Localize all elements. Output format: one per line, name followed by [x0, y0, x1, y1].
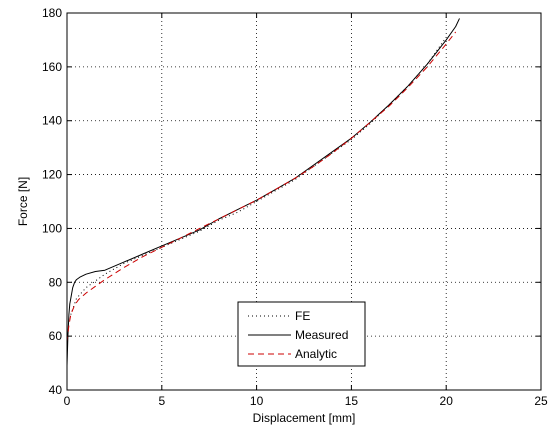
legend-label-analytic: Analytic: [295, 347, 337, 361]
x-tick-label: 10: [250, 394, 264, 408]
legend-entries: FE Measured Analytic: [248, 309, 348, 361]
series-line-analytic: [66, 31, 457, 342]
x-axis-label: Displacement [mm]: [253, 411, 356, 425]
series-line-measured: [66, 18, 460, 366]
legend-box: [237, 301, 366, 367]
plot-frame: [66, 12, 542, 391]
ticks: [66, 12, 542, 391]
y-tick-label: 160: [42, 60, 62, 74]
y-tick-label: 80: [49, 275, 63, 289]
x-tick-label: 15: [345, 394, 359, 408]
y-tick-label: 60: [49, 329, 63, 343]
y-axis-label: Force [N]: [16, 177, 30, 226]
y-tick-label: 180: [42, 6, 62, 20]
y-tick-label: 100: [42, 221, 62, 235]
y-tick-label: 40: [49, 383, 63, 397]
legend-label-fe: FE: [295, 309, 310, 323]
x-tick-label: 0: [64, 394, 71, 408]
legend-label-measured: Measured: [295, 328, 348, 342]
series-line-fe: [70, 36, 447, 315]
x-tick-label: 5: [158, 394, 165, 408]
x-tick-label: 20: [440, 394, 454, 408]
tick-labels: 0 5 10 15 20 25 40 60 80 100 120 140 160 180: [42, 6, 548, 408]
series-layer: [66, 18, 460, 366]
x-tick-label: 25: [534, 394, 548, 408]
legend: FE Measured Analytic: [237, 301, 366, 367]
y-tick-label: 120: [42, 168, 62, 182]
y-tick-label: 140: [42, 114, 62, 128]
